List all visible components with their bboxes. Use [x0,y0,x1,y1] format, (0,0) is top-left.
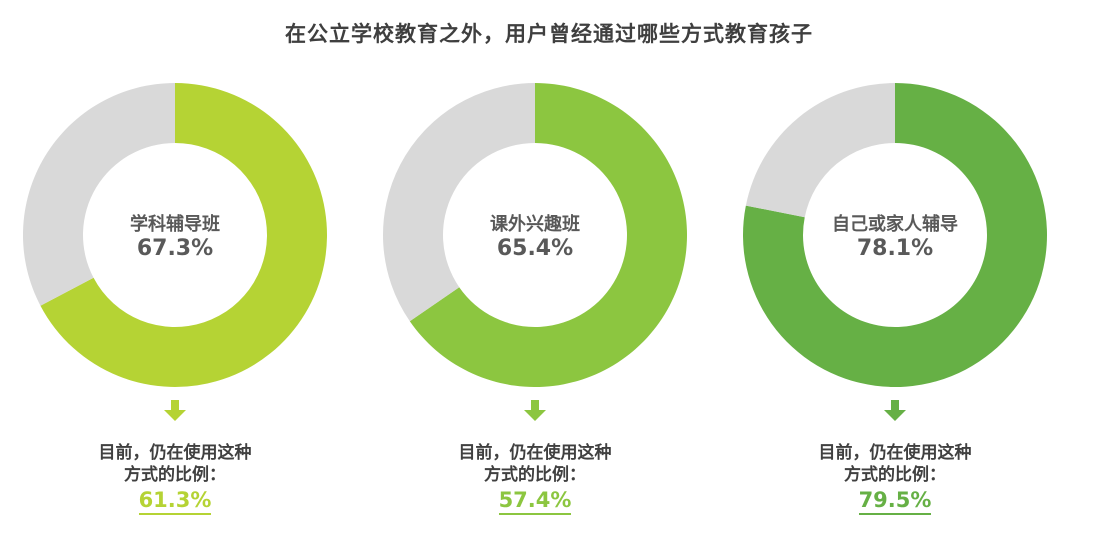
donut-chart-3 [743,83,1047,387]
current-usage-label-line2-1: 方式的比例： [124,465,226,485]
donut-center-2: 课外兴趣班 65.4% [380,214,690,262]
donut-slice-rest-3 [745,83,895,218]
current-usage-label-line1-1: 目前，仍在使用这种 [98,443,252,463]
donut-slice-main-2 [409,83,687,387]
donut-center-1: 学科辅导班 67.3% [20,214,330,262]
donut-chart-1 [22,83,327,387]
donut-center-3: 自己或家人辅导 78.1% [740,214,1050,262]
current-usage-label-line2-2: 方式的比例： [484,465,586,485]
donut-value-1: 67.3% [136,236,214,261]
current-usage-label-line1-3: 目前，仍在使用这种 [818,443,972,463]
donut-panel-3: 自己或家人辅导 78.1% 目前，仍在使用这种 方式的比例： 79.5% [740,80,1050,540]
current-usage-3: 目前，仍在使用这种 方式的比例： 79.5% [740,442,1050,515]
donut-value-2: 65.4% [496,236,574,261]
current-usage-2: 目前，仍在使用这种 方式的比例： 57.4% [380,442,690,515]
current-usage-1: 目前，仍在使用这种 方式的比例： 61.3% [20,442,330,515]
donut-value-3: 78.1% [856,236,934,261]
donut-panel-2: 课外兴趣班 65.4% 目前，仍在使用这种 方式的比例： 57.4% [380,80,690,540]
donut-label-1: 学科辅导班 [130,214,220,235]
donut-chart-2 [383,83,687,387]
donut-panel-1: 学科辅导班 67.3% 目前，仍在使用这种 方式的比例： 61.3% [20,80,330,540]
current-usage-label-line2-3: 方式的比例： [844,465,946,485]
chart-title: 在公立学校教育之外，用户曾经通过哪些方式教育孩子 [285,22,813,46]
arrow-down-icon [164,400,186,421]
donut-slice-rest-2 [383,83,535,322]
donut-label-3: 自己或家人辅导 [832,214,958,235]
donut-slice-main-1 [40,83,327,387]
donut-slice-rest-1 [22,83,175,306]
arrow-down-icon [884,400,906,421]
current-usage-value-3: 79.5% [858,488,932,515]
current-usage-value-2: 57.4% [498,488,572,515]
current-usage-value-1: 61.3% [138,488,212,515]
donut-slice-main-3 [743,83,1047,387]
arrow-down-icon [524,400,546,421]
donut-label-2: 课外兴趣班 [490,214,580,235]
current-usage-label-line1-2: 目前，仍在使用这种 [458,443,612,463]
